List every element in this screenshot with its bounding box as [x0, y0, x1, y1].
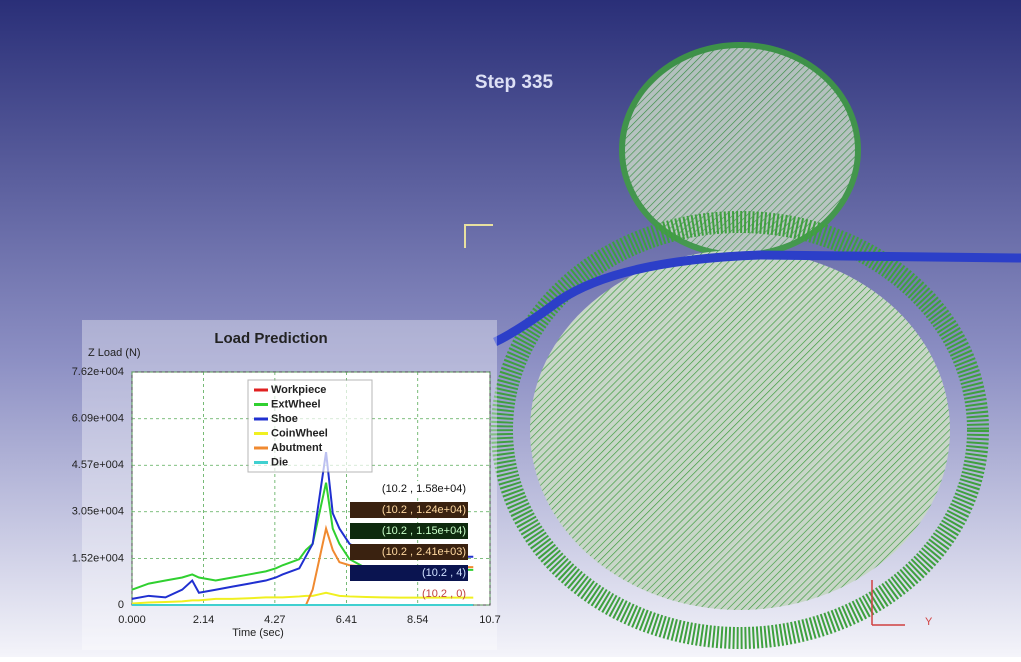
legend-label: ExtWheel	[271, 398, 321, 410]
annotation: (10.2 , 2.41e+03)	[382, 546, 466, 558]
viewport: Step 335 Y Load Prediction Z Load (N) Ti…	[0, 0, 1021, 657]
y-tick-label: 1.52e+004	[72, 552, 124, 564]
y-tick-label: 6.09e+004	[72, 413, 124, 425]
x-tick-label: 2.14	[193, 614, 214, 626]
legend-label: Workpiece	[271, 384, 326, 396]
annotation: (10.2 , 4)	[422, 567, 466, 579]
legend-label: CoinWheel	[271, 427, 328, 439]
x-tick-label: 6.41	[336, 614, 357, 626]
y-axis-label: Z Load (N)	[88, 347, 141, 359]
legend-label: Shoe	[271, 413, 298, 425]
y-tick-label: 0	[118, 599, 124, 611]
legend-label: Die	[271, 456, 288, 468]
annotation: (10.2 , 0)	[422, 588, 466, 600]
x-axis-label: Time (sec)	[232, 627, 284, 639]
annotation: (10.2 , 1.24e+04)	[382, 504, 466, 516]
step-label: Step 335	[475, 72, 554, 93]
y-tick-label: 7.62e+004	[72, 366, 124, 378]
chart-title: Load Prediction	[214, 330, 327, 347]
lower-roll	[530, 250, 950, 610]
triad-label: Y	[925, 616, 933, 628]
x-tick-label: 0.000	[118, 614, 146, 626]
annotation: (10.2 , 1.15e+04)	[382, 525, 466, 537]
x-tick-label: 10.7	[479, 614, 500, 626]
annotation: (10.2 , 1.58e+04)	[382, 483, 466, 495]
legend-label: Abutment	[271, 442, 323, 454]
x-tick-label: 8.54	[407, 614, 428, 626]
y-tick-label: 4.57e+004	[72, 459, 124, 471]
y-tick-label: 3.05e+004	[72, 506, 124, 518]
plot: 0 1.52e+004 3.05e+004 4.57e+004 6.09e+004 7.6…	[72, 366, 501, 626]
x-tick-label: 4.27	[264, 614, 285, 626]
